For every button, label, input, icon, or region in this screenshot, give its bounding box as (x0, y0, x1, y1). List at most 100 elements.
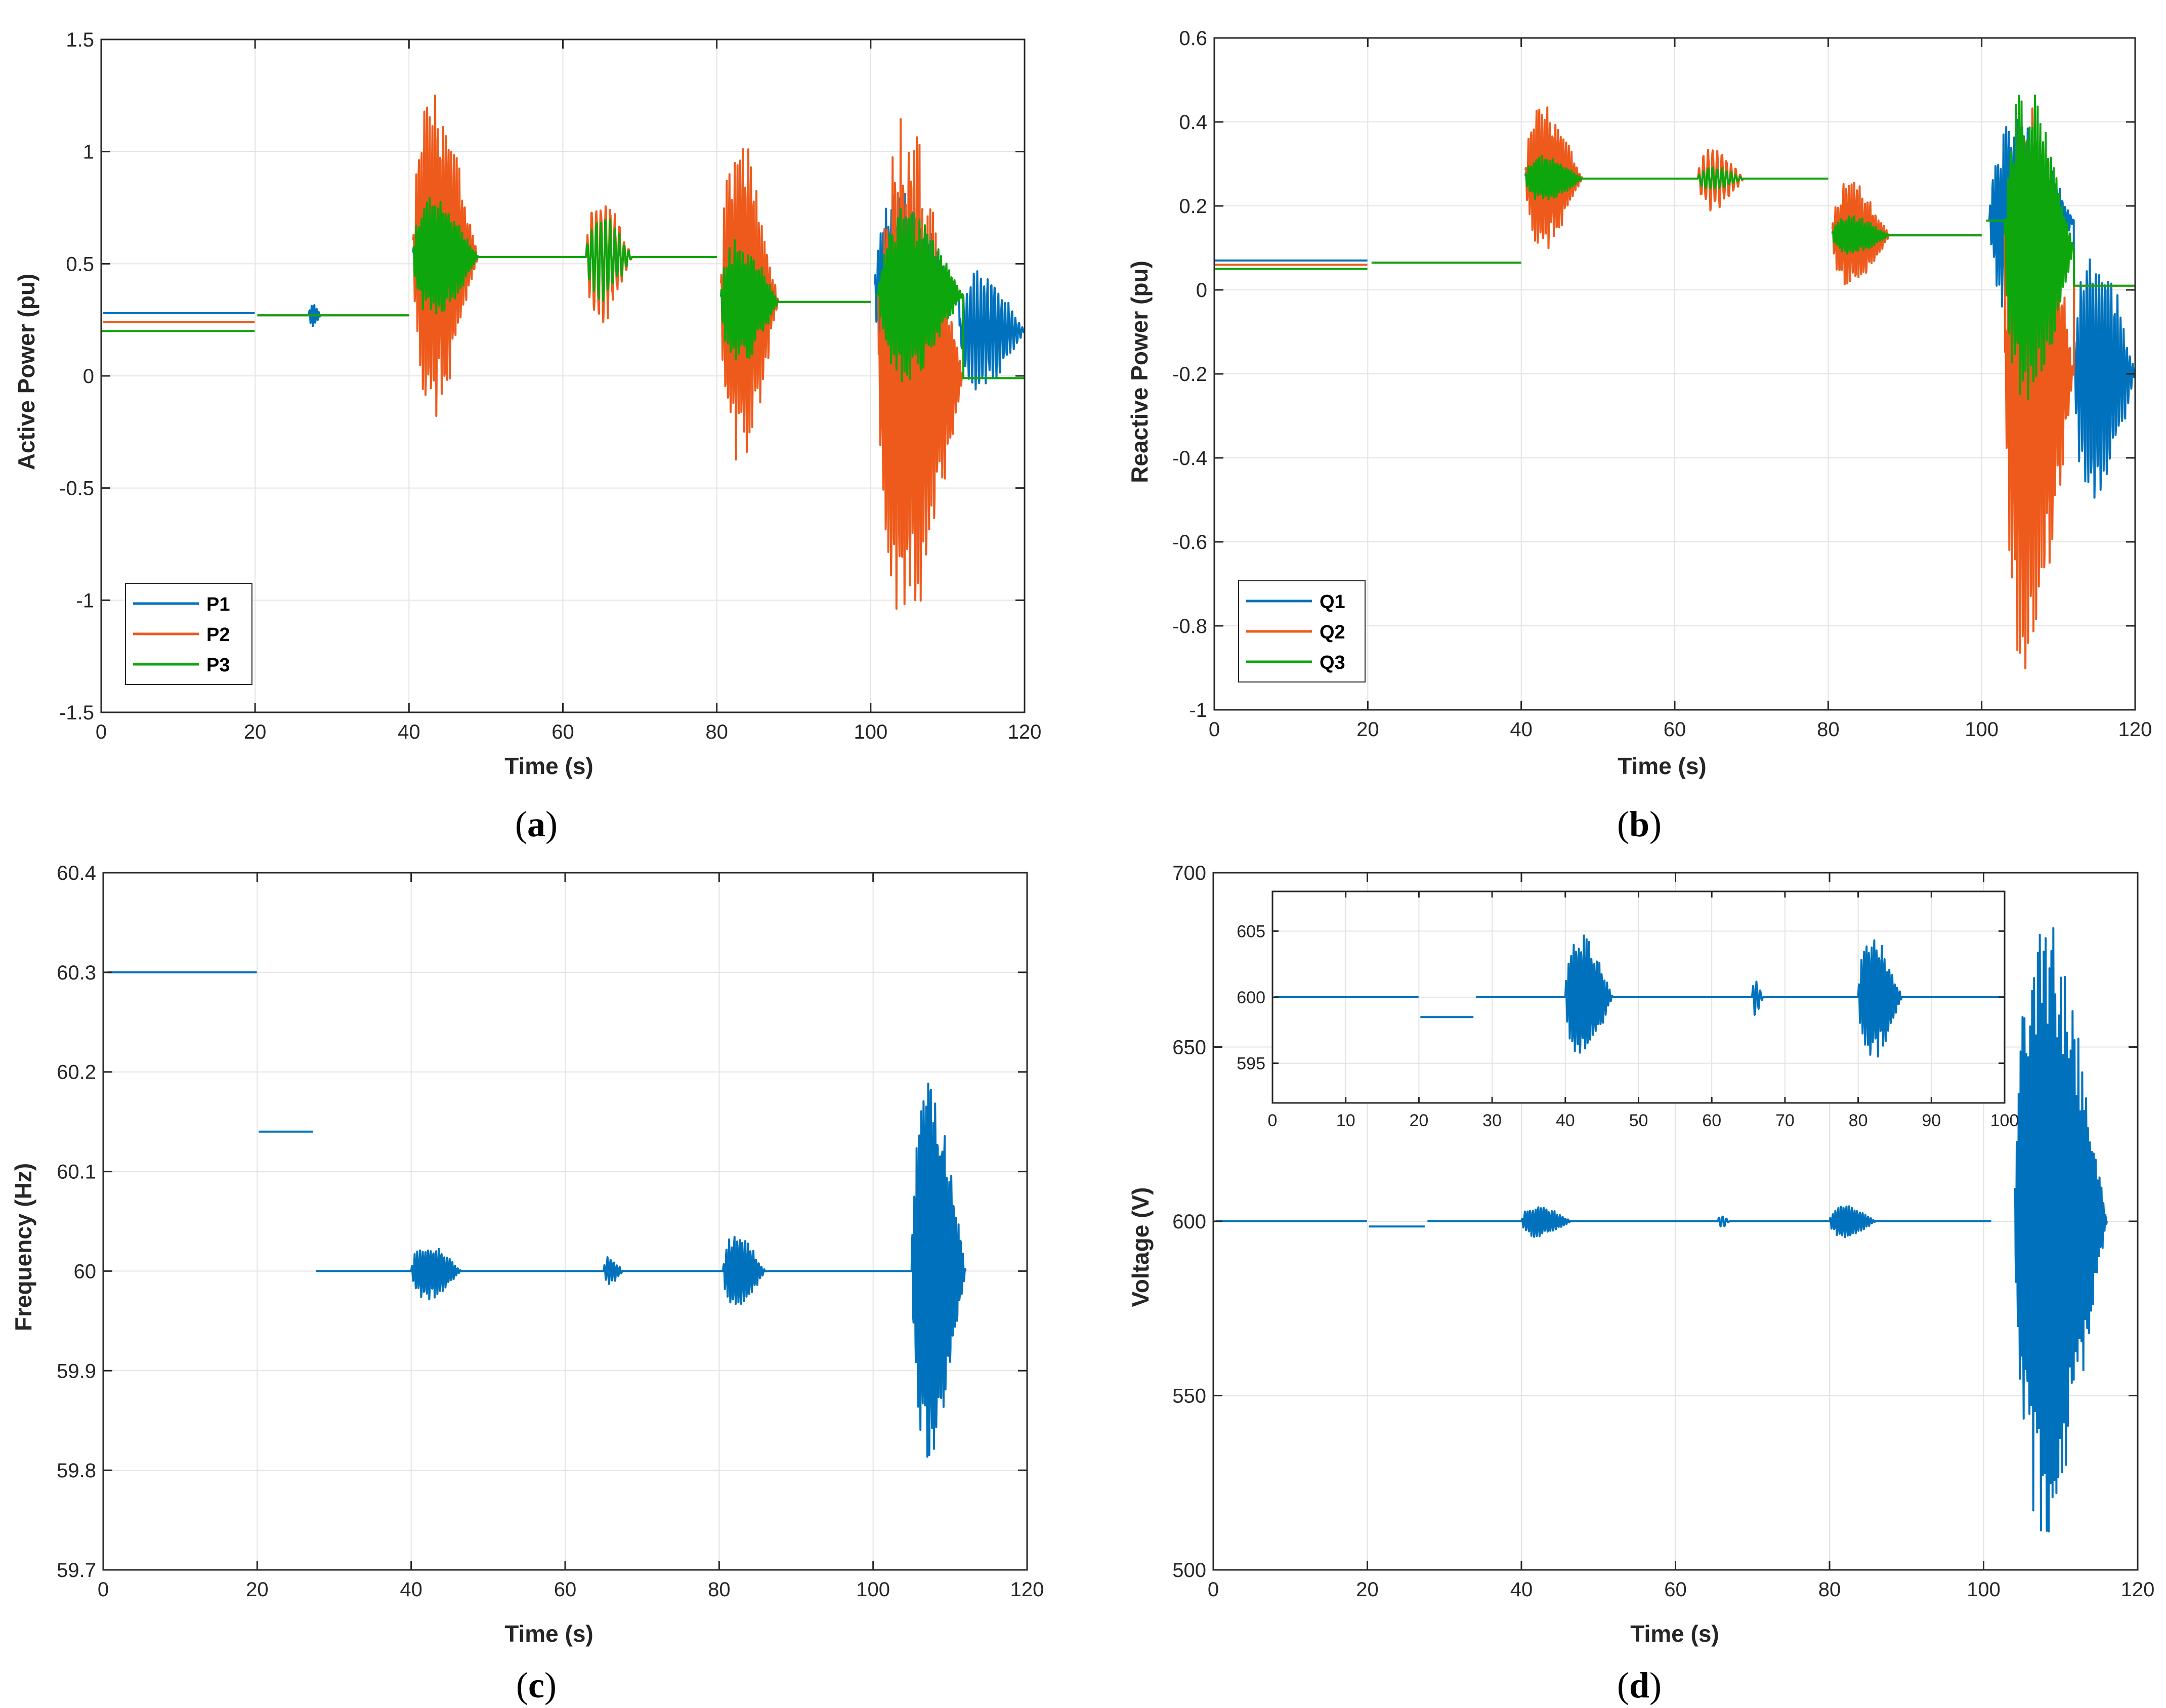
x-tick-label: 20 (246, 1578, 269, 1601)
y-tick-label: 700 (1172, 862, 1206, 884)
legend-label-P2: P2 (206, 624, 230, 646)
x-tick-label: 40 (400, 1578, 422, 1601)
x-tick-label: 120 (1010, 1578, 1044, 1601)
y-tick-label: 0 (83, 365, 94, 388)
y-tick-label: 1 (83, 141, 94, 163)
panel-d-caption: (d) (1617, 1665, 1662, 1705)
x-tick-label: 40 (1556, 1111, 1575, 1130)
panel-b-xlabel: Time (s) (1618, 753, 1707, 779)
series-group (1215, 927, 2108, 1532)
x-tick-label: 100 (856, 1578, 890, 1601)
x-tick-label: 20 (244, 721, 267, 743)
x-tick-label: 120 (2118, 718, 2152, 741)
y-tick-label: 59.9 (57, 1360, 96, 1382)
x-tick-label: 0 (1268, 1111, 1278, 1130)
y-tick-label: 650 (1172, 1037, 1206, 1059)
x-tick-label: 80 (1818, 1578, 1841, 1601)
y-tick-label: 59.8 (57, 1460, 96, 1482)
x-tick-label: 0 (1208, 1578, 1219, 1601)
y-tick-label: 60.2 (57, 1061, 96, 1084)
x-tick-label: 120 (1008, 721, 1042, 743)
y-tick-label: 1.5 (66, 29, 94, 51)
series-group (101, 94, 1025, 610)
y-tick-label: -0.8 (1172, 615, 1207, 637)
panel-c-frequency: Time (s) Frequency (Hz) (c) 0 20 40 60 80 100… (10, 862, 1044, 1705)
y-tick-label: 60.1 (57, 1161, 96, 1183)
x-tick-label: 60 (1702, 1111, 1721, 1130)
panel-a-ylabel: Active Power (pu) (13, 274, 39, 471)
panel-a-active-power: Time (s) Active Power (pu) (a) 0 20 40 60 80… (13, 29, 1041, 844)
x-tick-label: 80 (1817, 718, 1840, 741)
y-tick-label: 60.4 (57, 862, 96, 884)
panel-d-xlabel: Time (s) (1630, 1620, 1719, 1647)
axes-b: 0 20 40 60 80 100 120 -1 -0.8 -0.6 -0.4 -0.2 0 0.2 0.4… (1172, 27, 2152, 741)
panel-b-ylabel: Reactive Power (pu) (1126, 261, 1153, 483)
x-tick-label: 60 (551, 721, 574, 743)
x-tick-label: 0 (96, 721, 107, 743)
x-tick-label: 80 (705, 721, 728, 743)
y-tick-label: 0.4 (1179, 111, 1207, 134)
x-tick-label: 100 (1967, 1578, 2001, 1601)
y-tick-label: 500 (1172, 1559, 1206, 1582)
series-group (107, 971, 967, 1458)
series-line-f (107, 971, 967, 1458)
y-tick-label: -1 (76, 589, 94, 612)
x-tick-label: 0 (1209, 718, 1220, 741)
panel-c-xlabel: Time (s) (504, 1620, 593, 1647)
legend-label-P1: P1 (206, 594, 230, 615)
x-tick-label: 100 (1965, 718, 1999, 741)
panel-a-xlabel: Time (s) (504, 753, 593, 779)
x-tick-label: 20 (1356, 718, 1379, 741)
legend-label-P3: P3 (206, 655, 230, 676)
y-tick-label: 550 (1172, 1385, 1206, 1407)
legend: P1 P2 P3 (125, 583, 252, 685)
y-tick-label: 60.3 (57, 962, 96, 984)
y-tick-label: 0.5 (66, 253, 94, 275)
y-tick-label: 59.7 (57, 1559, 96, 1582)
y-tick-label: -0.4 (1172, 447, 1207, 469)
inset-series-group (1274, 934, 2005, 1058)
x-tick-label: 10 (1336, 1111, 1355, 1130)
x-tick-label: 0 (98, 1578, 109, 1601)
x-tick-label: 40 (398, 721, 420, 743)
y-tick-label: -0.5 (59, 478, 94, 500)
legend-label-Q3: Q3 (1320, 652, 1345, 673)
panel-c-caption: (c) (516, 1665, 557, 1705)
panel-b-reactive-power: Time (s) Reactive Power (pu) (b) 0 20 40 60… (1126, 27, 2152, 844)
y-tick-label: -0.6 (1172, 531, 1207, 553)
x-tick-label: 40 (1510, 718, 1533, 741)
x-tick-label: 90 (1922, 1111, 1941, 1130)
x-tick-label: 30 (1482, 1111, 1502, 1130)
y-tick-label: 600 (1237, 988, 1265, 1007)
legend-label-Q2: Q2 (1320, 622, 1345, 643)
x-tick-label: 60 (554, 1578, 577, 1601)
axes-inset: 0 10 20 30 40 50 60 70 80 90 100 595 600 605 (1237, 890, 2019, 1130)
legend-label-Q1: Q1 (1320, 591, 1345, 613)
y-tick-label: 0.2 (1179, 195, 1207, 218)
x-tick-label: 70 (1775, 1111, 1795, 1130)
x-tick-label: 20 (1356, 1578, 1379, 1601)
y-tick-label: 60 (74, 1260, 97, 1283)
x-tick-label: 50 (1629, 1111, 1648, 1130)
y-tick-label: 595 (1237, 1054, 1265, 1074)
x-tick-label: 100 (854, 721, 887, 743)
x-tick-label: 20 (1409, 1111, 1428, 1130)
axes-c: 0 20 40 60 80 100 120 59.7 59.8 59.9 60 60.1 60.2 60.… (57, 862, 1044, 1601)
x-tick-label: 100 (1990, 1111, 2019, 1130)
panel-d-voltage: Time (s) Voltage (V) (d) 0 20 40 60 80 100 120… (1127, 862, 2154, 1705)
series-line-inset-V (1274, 934, 2005, 1058)
y-tick-label: 0 (1196, 279, 1207, 302)
x-tick-label: 80 (1849, 1111, 1868, 1130)
inset-axes: 0 10 20 30 40 50 60 70 80 90 100 595 600 605 (1237, 890, 2019, 1130)
series-line-V (1215, 927, 2108, 1532)
x-tick-label: 120 (2121, 1578, 2155, 1601)
x-tick-label: 60 (1664, 1578, 1687, 1601)
y-tick-label: -0.2 (1172, 363, 1207, 386)
x-tick-label: 80 (708, 1578, 731, 1601)
panel-a-caption: (a) (515, 804, 558, 844)
panel-d-ylabel: Voltage (V) (1127, 1187, 1154, 1307)
panel-c-ylabel: Frequency (Hz) (10, 1163, 36, 1331)
axes-a: 0 20 40 60 80 100 120 -1.5 -1 -0.5 0 0.5 1 1.5 P1 P2 P3 (59, 29, 1041, 743)
series-line-P3 (101, 197, 1025, 382)
